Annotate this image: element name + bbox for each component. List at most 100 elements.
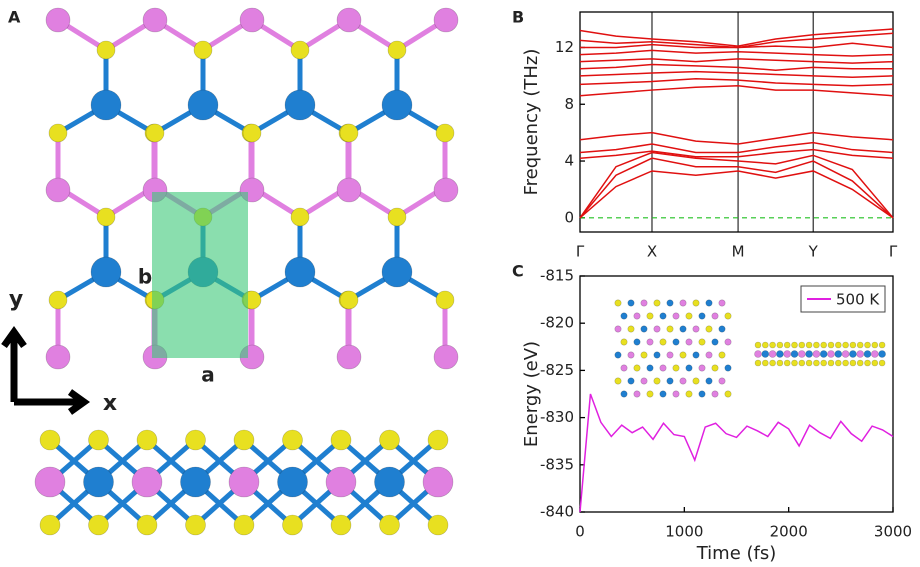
atom [330, 514, 352, 536]
atom [435, 123, 455, 143]
atom [769, 341, 776, 349]
atom [679, 299, 687, 307]
atom [754, 359, 762, 367]
atom [136, 514, 158, 536]
data-line [579, 85, 894, 97]
atom [724, 312, 732, 320]
atom [653, 377, 661, 385]
atom [193, 40, 213, 60]
atom [842, 341, 849, 349]
atom [856, 341, 864, 349]
atom [711, 364, 719, 372]
atom [96, 40, 116, 60]
atom [841, 350, 850, 358]
atom [783, 350, 792, 358]
atom [627, 377, 635, 385]
atom [685, 338, 693, 346]
atom [330, 429, 352, 451]
atom [698, 364, 706, 372]
atom [698, 338, 706, 346]
atom [653, 351, 661, 359]
atom [834, 350, 843, 358]
atom [131, 466, 163, 498]
atom [614, 351, 622, 359]
atom [83, 466, 114, 498]
atom [812, 350, 821, 358]
atom [856, 359, 864, 367]
x-tick-label: Y [808, 243, 819, 261]
atom [233, 514, 255, 536]
atom [48, 290, 68, 310]
atom [39, 429, 61, 451]
y-tick-label: 8 [564, 95, 574, 113]
atom [827, 359, 835, 367]
x-tick-label: M [732, 243, 745, 261]
atom [776, 359, 784, 367]
atom [754, 341, 762, 349]
atom [805, 350, 813, 358]
data-line [579, 49, 894, 57]
panel-label: C [512, 262, 524, 281]
atom [672, 338, 680, 346]
atom [698, 390, 706, 398]
atom [633, 338, 641, 346]
atom [290, 40, 310, 60]
atom [761, 350, 770, 358]
atom [646, 312, 654, 320]
atom [856, 350, 865, 358]
atom [692, 351, 700, 359]
atom [672, 364, 680, 372]
atom [45, 7, 71, 33]
atom [685, 312, 693, 320]
atom [233, 429, 255, 451]
atom [711, 312, 719, 320]
atom [685, 390, 693, 398]
atom [718, 377, 726, 385]
atom [718, 325, 726, 333]
atom [768, 350, 777, 358]
atom [646, 364, 654, 372]
data-line [579, 32, 894, 49]
atom [761, 359, 769, 367]
atom [842, 359, 849, 367]
atom [672, 390, 680, 398]
data-line [579, 131, 894, 145]
atom [679, 325, 687, 333]
atom [805, 341, 813, 349]
y-tick-label: -825 [540, 361, 574, 379]
atom [849, 341, 857, 349]
atom [145, 123, 165, 143]
x-tick-label: X [647, 243, 657, 261]
atom [136, 429, 158, 451]
atom [627, 351, 635, 359]
y-tick-label: -840 [540, 503, 574, 521]
atom [284, 256, 316, 288]
x-tick-label: 2000 [770, 523, 808, 541]
atom [666, 377, 674, 385]
atom [339, 123, 359, 143]
atom [819, 350, 828, 358]
atom [48, 123, 68, 143]
atom [827, 341, 835, 349]
atom [878, 350, 886, 358]
atom [39, 514, 61, 536]
y-tick-label: 4 [564, 152, 574, 170]
atom [790, 350, 799, 358]
atom [653, 325, 661, 333]
atom [433, 177, 459, 203]
atom [187, 89, 219, 121]
atom [185, 514, 206, 536]
atom [864, 341, 871, 349]
x-tick-label: Γ [576, 243, 585, 261]
atom [711, 338, 719, 346]
atom [783, 341, 791, 349]
atom [142, 7, 168, 33]
y-axis-label: Frequency (THz) [521, 49, 542, 196]
data-line [579, 58, 894, 64]
data-line [579, 28, 894, 47]
atom [791, 359, 798, 367]
atom [427, 429, 449, 451]
legend-label: 500 K [836, 291, 880, 309]
atom [711, 390, 719, 398]
atom [185, 429, 206, 451]
